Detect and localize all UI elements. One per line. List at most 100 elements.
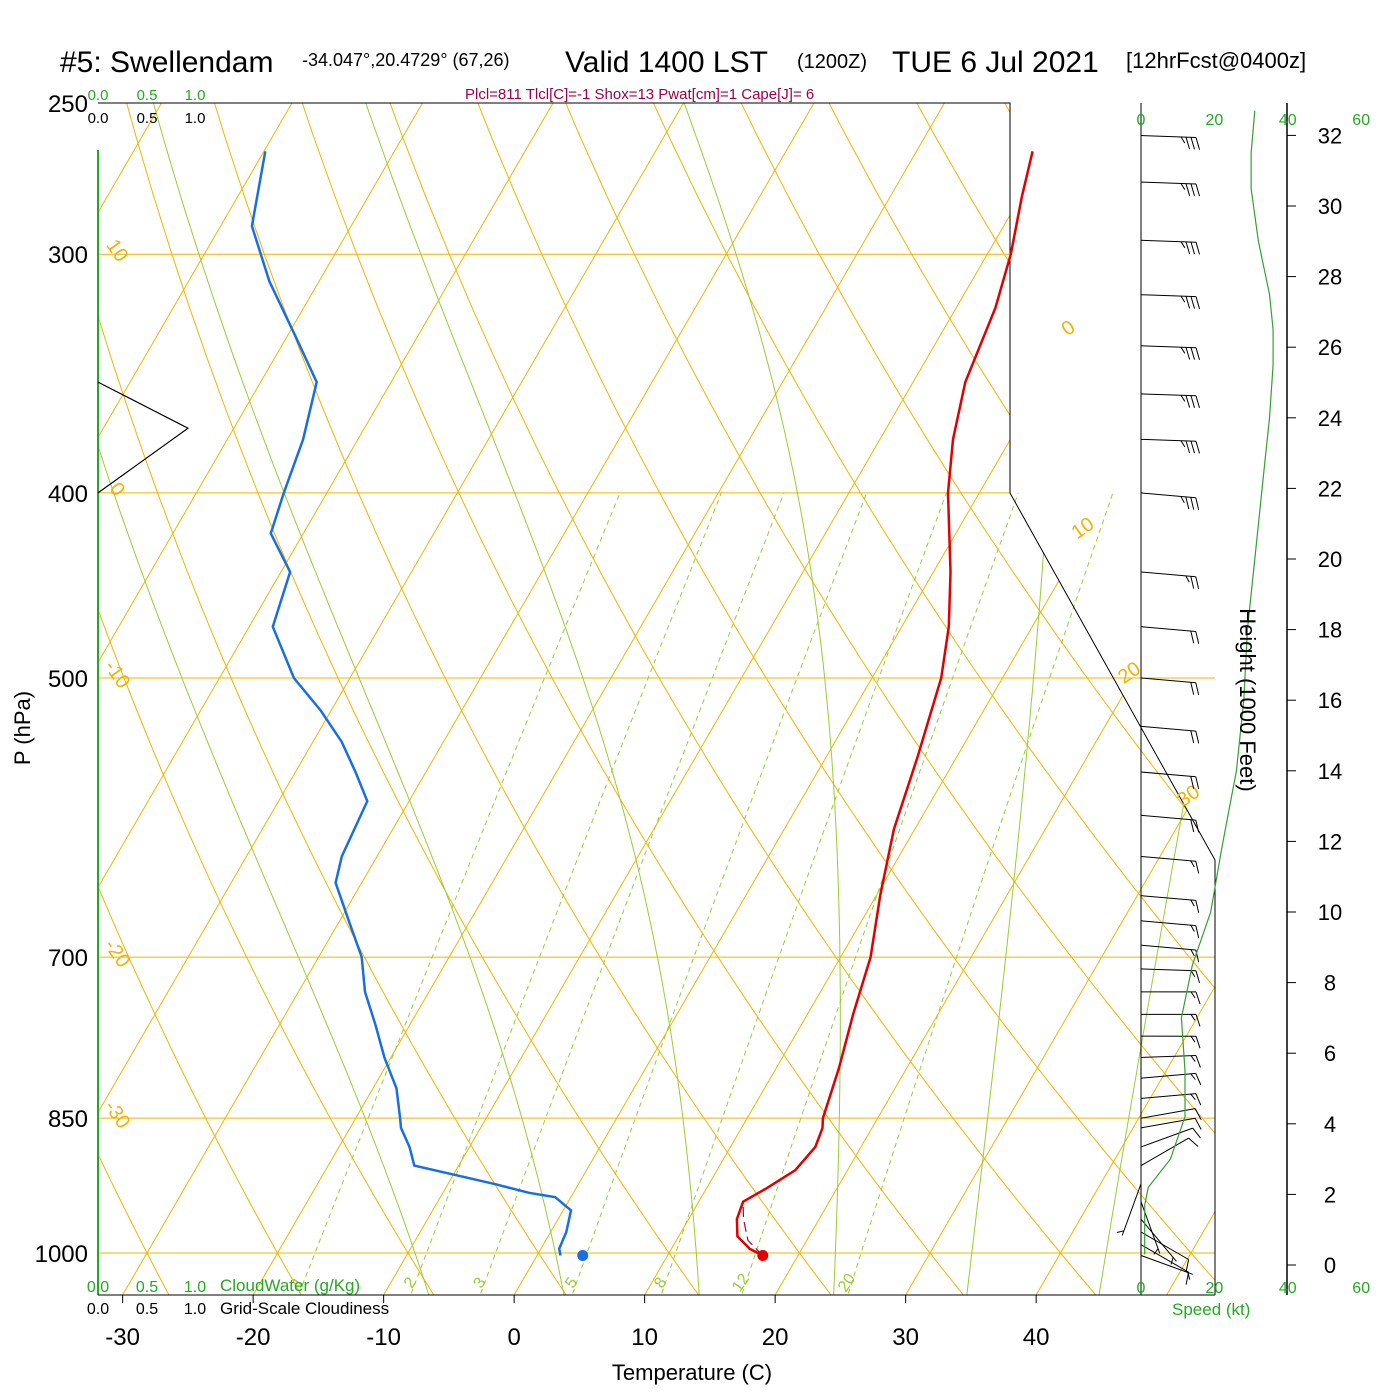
wind-barb (1140, 895, 1200, 913)
wind-barb-feather (1190, 924, 1195, 932)
isotherm-label: -10 (100, 656, 135, 692)
height-tick-label: 28 (1318, 265, 1342, 290)
speed-tick-label: 0 (1137, 1280, 1146, 1297)
wind-barb-shaft (1140, 855, 1196, 862)
wind-barb-feather (1190, 395, 1195, 408)
moist-adiabat-line (330, 103, 702, 1295)
wind-barb-shaft (1140, 239, 1197, 243)
pressure-tick-label: 400 (48, 481, 88, 508)
wind-barb-shaft (1140, 1255, 1193, 1275)
isotherm-line (1014, 103, 1215, 1295)
wind-barb-feather (1190, 1093, 1196, 1101)
wind-barb-feather (1185, 395, 1191, 408)
wind-barb-shaft (1140, 1108, 1196, 1119)
isotherm-label: 20 (1114, 658, 1145, 689)
isotherm-line (98, 103, 746, 1295)
height-tick-label: 12 (1318, 829, 1342, 854)
wind-barb-feather (1190, 949, 1195, 957)
wind-barb (1140, 1231, 1190, 1272)
wind-barb (1140, 1244, 1190, 1285)
wind-barb-shaft (1140, 814, 1196, 821)
isotherm-label: 0 (105, 479, 129, 501)
pressure-tick-label: 1000 (35, 1241, 88, 1268)
height-tick-label: 2 (1324, 1182, 1336, 1207)
height-axis-label: Height (1000 Feet) (1235, 608, 1260, 791)
wind-barb-feather (1180, 295, 1186, 303)
wind-barb-feather (1190, 296, 1195, 309)
mixing-ratio-line (661, 492, 947, 1294)
x-axis-label: Temperature (C) (612, 1360, 772, 1385)
wind-barb-feather (1170, 1257, 1174, 1265)
cloudwater-tick-label: 1.0 (185, 87, 206, 104)
temperature-tick-label: 40 (1023, 1324, 1050, 1351)
wind-barb-shaft (1121, 1183, 1142, 1236)
wind-barb (1140, 345, 1200, 360)
dry-adiabat-line (98, 103, 324, 1295)
wind-barb-shaft (1140, 492, 1196, 499)
temperature-tick-label: -10 (366, 1324, 401, 1351)
cloudiness-tick-label: 1.0 (185, 110, 206, 127)
speed-tick-label: 60 (1352, 112, 1370, 129)
wind-barb-feather (1195, 991, 1201, 1005)
wind-barb-shaft (1140, 626, 1196, 632)
wind-barb (1116, 1183, 1142, 1236)
dry-adiabat-line (1368, 0, 1400, 1332)
height-tick-label: 22 (1318, 476, 1342, 501)
surface-temperature-dot (757, 1249, 769, 1261)
plot-outline (98, 102, 1216, 1295)
wind-barb-feather (1195, 1093, 1202, 1106)
temperature-tick-label: 30 (892, 1324, 919, 1351)
cloudiness-label: Grid-Scale Cloudiness (220, 1299, 389, 1318)
mixing-ratio-label: 8 (651, 1274, 670, 1291)
wind-barb-shaft (1140, 895, 1196, 901)
wind-barb-feather (1185, 440, 1191, 454)
station-title: #5: Swellendam (60, 46, 273, 79)
wind-barb-feather (1190, 776, 1195, 789)
wind-barb-feather (1190, 347, 1195, 360)
wind-barb-feather (1195, 1014, 1201, 1027)
height-tick-label: 26 (1318, 335, 1342, 360)
mixing-ratio-label: 12 (729, 1271, 753, 1295)
mixing-ratio-lines: 1 2 3 5 8 12 20 (289, 492, 1114, 1295)
dry-adiabat-line (267, 103, 994, 1295)
pressure-axis: 250 300 400 500 700 850 1000 (35, 91, 88, 1268)
wind-barb (1140, 920, 1200, 939)
speed-tick-label: 20 (1206, 1280, 1224, 1297)
isotherm-label: 30 (1173, 781, 1204, 812)
wind-barb-feather (1195, 395, 1200, 409)
isotherm-line (98, 103, 354, 1295)
wind-barb-feather (1180, 241, 1186, 249)
wind-barb-feather (1190, 682, 1195, 695)
height-tick-label: 0 (1324, 1253, 1336, 1278)
cloudwater-tick-label: 0.5 (136, 1279, 158, 1296)
wind-barb-feather (1195, 242, 1200, 255)
mixing-ratio-label: 20 (835, 1271, 859, 1295)
dry-adiabat-line (436, 103, 1215, 1295)
wind-barb-feather (1190, 183, 1195, 197)
mixing-ratio-line (410, 492, 722, 1294)
wind-barb-feather (1192, 1127, 1201, 1139)
wind-barb-feather (1185, 575, 1190, 583)
mixing-ratio-line (298, 492, 621, 1294)
wind-barb (1140, 135, 1200, 150)
wind-barb (1140, 1117, 1202, 1130)
wind-barb-feather (1180, 496, 1185, 503)
mixing-ratio-label: 5 (562, 1274, 581, 1291)
wind-barb (1140, 393, 1200, 409)
wind-barb-feather (1195, 347, 1200, 360)
wind-barb-feather (1185, 496, 1190, 510)
dry-adiabat-line (352, 103, 1128, 1295)
wind-barb-feather (1185, 136, 1191, 150)
isotherm-line (622, 103, 1215, 1295)
station-coords: -34.047°,20.4729° (67,26) (302, 50, 510, 70)
isotherm-line (1144, 103, 1215, 1295)
wind-barb-feather (1195, 730, 1200, 744)
speed-tick-label: 60 (1352, 1280, 1370, 1297)
cloudwater-label: CloudWater (g/Kg) (220, 1276, 360, 1295)
wind-barb (1140, 294, 1200, 309)
speed-tick-label: 40 (1279, 1280, 1297, 1297)
wind-barb-feather (1195, 137, 1200, 150)
background-lines (98, 0, 1400, 1332)
wind-barb (1140, 1013, 1201, 1027)
